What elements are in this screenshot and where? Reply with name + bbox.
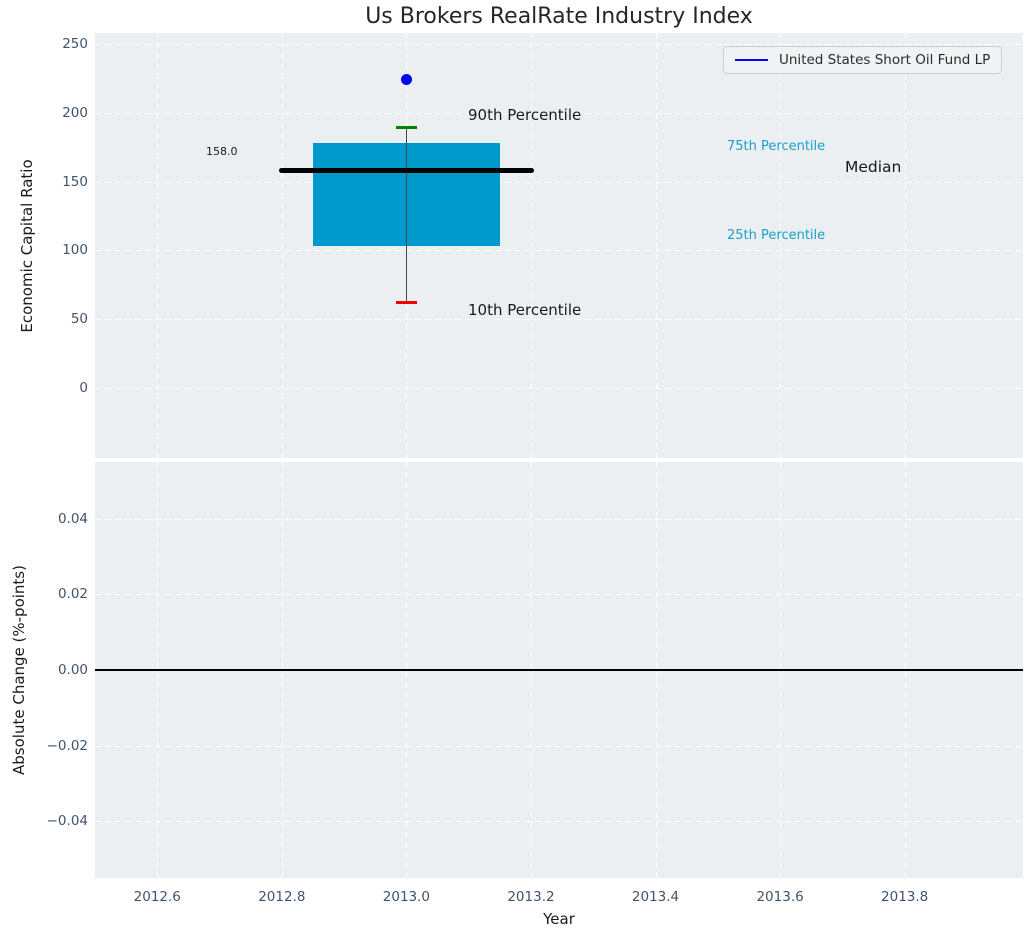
gridline-vertical [780,33,782,458]
gridline-vertical [530,33,532,458]
x-tick-label: 2013.4 [631,889,680,905]
y-tick-label: −0.02 [46,737,88,754]
annotation-75th-percentile: 75th Percentile [727,139,826,154]
whisker-line [405,127,407,303]
gridline-horizontal [95,181,1023,183]
gridline-vertical [655,33,657,458]
y-tick-label: 200 [62,104,88,121]
gridline-horizontal [95,44,1023,45]
median-value-label: 158.0 [206,145,238,158]
y-tick-label: 50 [70,311,88,328]
gridline-horizontal [95,745,1023,747]
gridline-horizontal [95,387,1023,389]
x-tick-label: 2012.8 [258,889,306,905]
gridline-horizontal [95,319,1023,321]
p90-cap [395,126,417,130]
legend[interactable]: United States Short Oil Fund LP [723,46,1003,74]
y-tick-label: 250 [62,36,88,52]
x-tick-label: 2013.2 [507,889,555,905]
gridline-vertical [904,33,906,458]
gridline-horizontal [95,821,1023,823]
median-line [278,168,535,174]
legend-label: United States Short Oil Fund LP [779,52,991,68]
x-axis-label: Year [543,910,575,928]
gridline-vertical [281,33,283,458]
y-tick-label: 0.04 [57,510,88,527]
y-tick-label: 150 [62,173,88,190]
x-tick-label: 2013.0 [382,889,431,905]
chart-title: Us Brokers RealRate Industry Index [365,4,753,29]
zero-line [95,669,1023,671]
y-tick-label: 0 [79,379,88,396]
annotation-90th-percentile: 90th Percentile [468,106,582,124]
x-tick-label: 2012.6 [133,889,181,905]
gridline-horizontal [95,250,1023,252]
legend-line-swatch [735,59,768,61]
gridline-vertical [157,33,159,458]
y-tick-label: 0.02 [57,586,88,603]
gridline-horizontal [95,594,1023,596]
y-tick-label: 100 [62,242,88,259]
y-tick-label: −0.04 [46,813,88,830]
annotation-10th-percentile: 10th Percentile [468,301,582,319]
gridline-horizontal [95,112,1023,114]
company-marker [400,74,412,86]
p10-cap [395,301,417,305]
annotation-25th-percentile: 25th Percentile [727,228,826,243]
y-tick-label: 0.00 [57,662,88,678]
x-tick-label: 2013.6 [756,889,804,905]
gridline-horizontal [95,518,1023,520]
top-plot-area [95,33,1023,458]
x-tick-label: 2013.8 [881,889,929,905]
annotation-median: Median [845,158,902,176]
